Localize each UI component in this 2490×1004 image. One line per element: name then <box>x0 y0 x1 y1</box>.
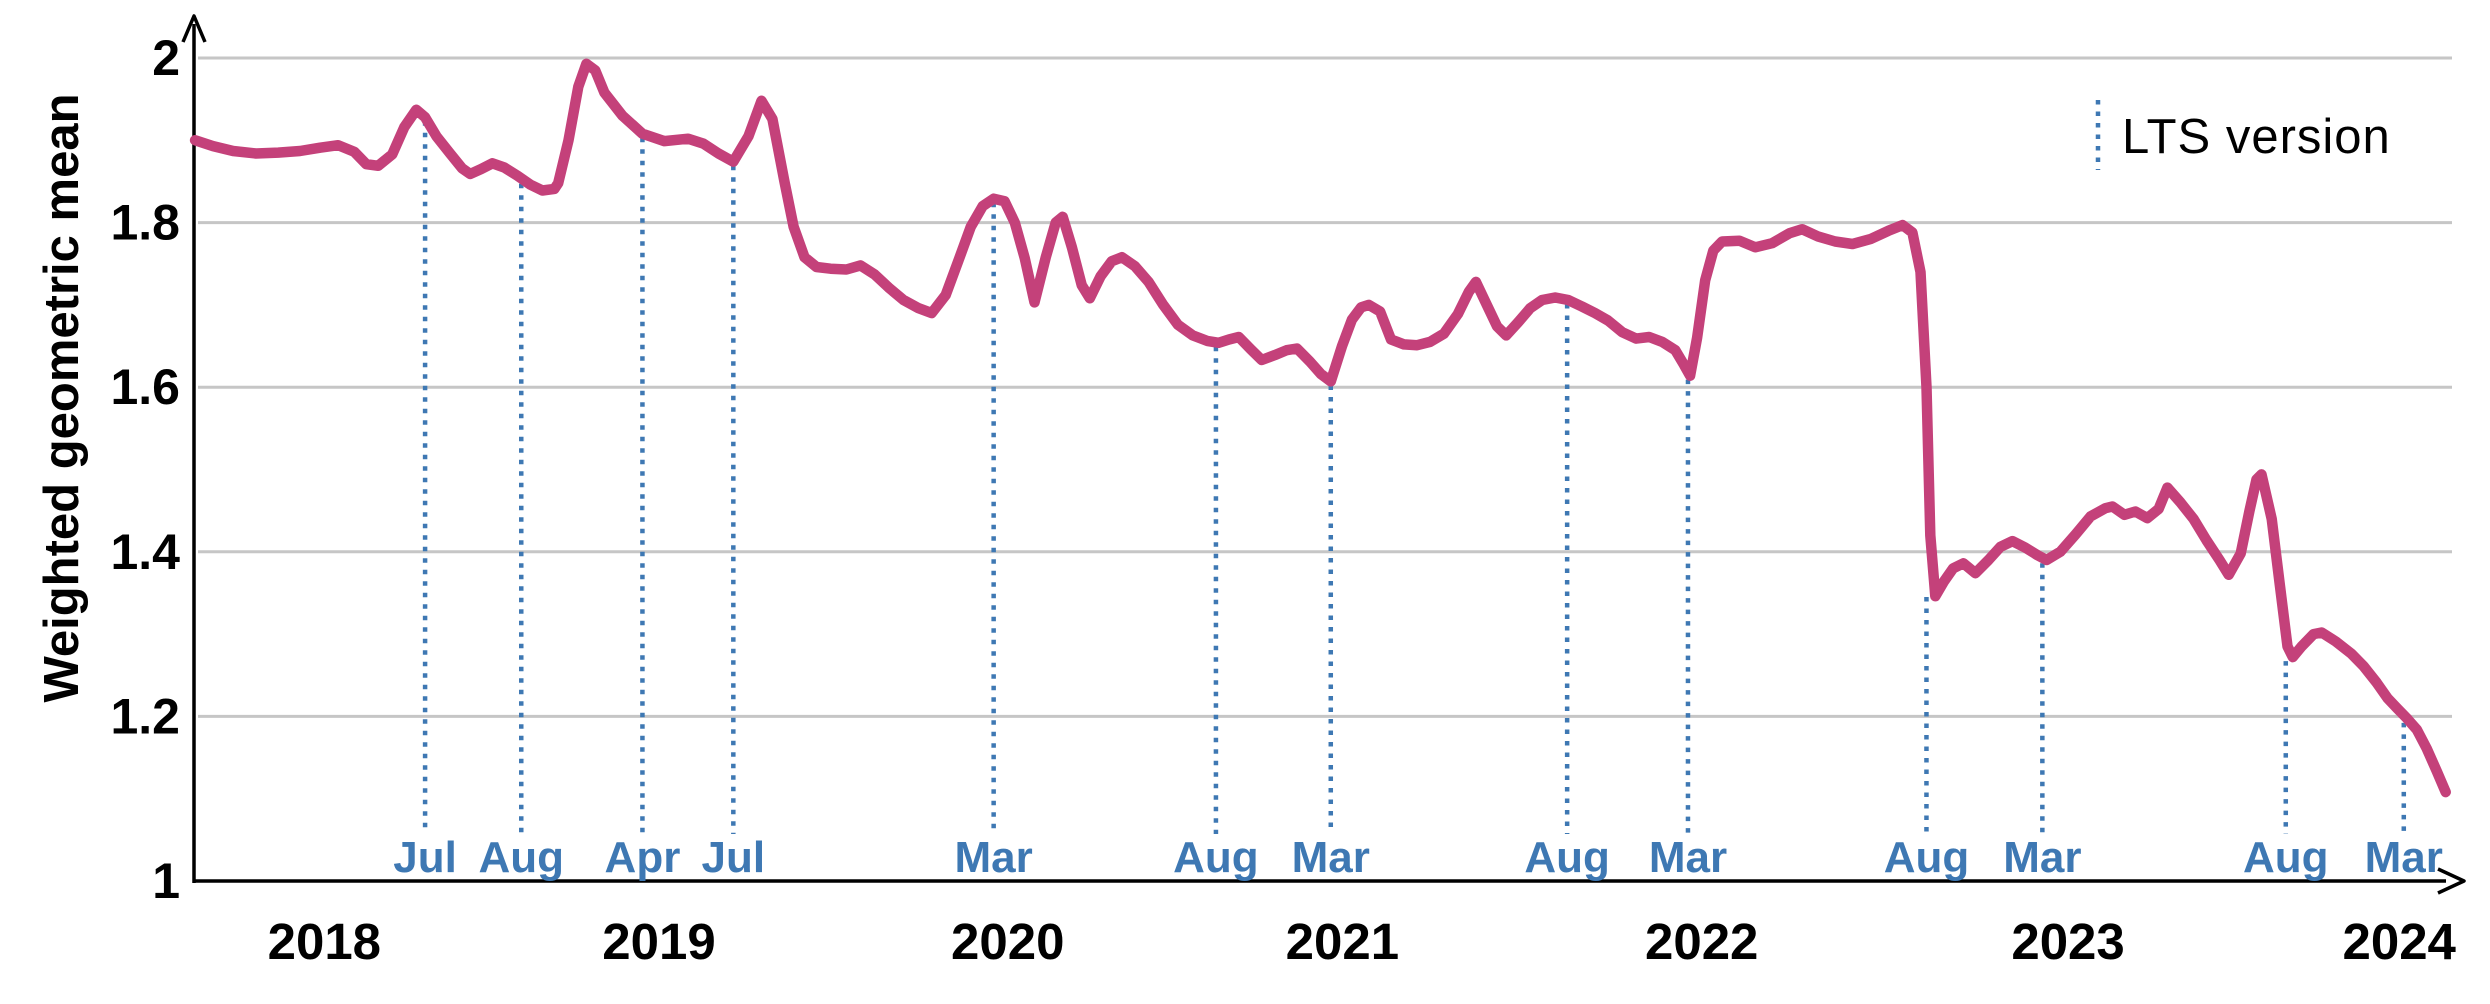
x-tick-labels-group: 2018 2019 2020 2021 2022 2023 2024 <box>268 913 2457 970</box>
trend-line <box>189 58 2451 798</box>
x-tick-label: 2023 <box>2011 913 2124 970</box>
lts-month-label: Aug <box>2243 833 2329 882</box>
y-tick-label: 1.4 <box>110 524 180 580</box>
legend-label: LTS version <box>2122 110 2391 164</box>
lts-month-label: Aug <box>1173 833 1259 882</box>
x-tick-label: 2020 <box>951 913 1064 970</box>
lts-month-label: Aug <box>1524 833 1610 882</box>
x-tick-label: 2024 <box>2342 913 2456 970</box>
x-tick-label: 2022 <box>1645 913 1758 970</box>
lts-month-label: Aug <box>1884 833 1970 882</box>
y-tick-label: 2 <box>152 30 180 86</box>
lts-month-label: Mar <box>2003 833 2081 882</box>
lts-marker-lines-group <box>422 121 2407 834</box>
x-tick-label: 2018 <box>268 913 381 970</box>
lts-month-label: Mar <box>1292 833 1370 882</box>
y-tick-label: 1 <box>152 853 180 909</box>
x-axis-arrow-icon <box>2437 867 2466 895</box>
legend: LTS version <box>2095 100 2391 170</box>
lts-month-label: Aug <box>478 833 564 882</box>
gridlines-group <box>198 56 2452 718</box>
y-axis-title: Weighted geometric mean <box>35 93 89 702</box>
trend-line-group <box>189 58 2451 798</box>
axes-group <box>181 14 2466 895</box>
x-tick-label: 2021 <box>1286 913 1399 970</box>
lts-month-label: Apr <box>605 833 681 882</box>
lts-month-label: Jul <box>393 833 457 882</box>
y-tick-label: 1.2 <box>110 688 180 744</box>
y-tick-label: 1.8 <box>110 195 180 251</box>
y-axis-arrow-icon <box>181 14 207 43</box>
y-tick-label: 1.6 <box>110 359 180 415</box>
lts-month-label: Mar <box>2365 833 2443 882</box>
lts-month-label: Jul <box>702 833 766 882</box>
x-tick-label: 2019 <box>602 913 715 970</box>
lts-month-labels-group: Jul Aug Apr Jul Mar Aug Mar Aug Mar Aug Mar Aug Mar <box>393 833 2443 882</box>
lts-month-label: Mar <box>1649 833 1727 882</box>
y-tick-labels-group: 1 1.2 1.4 1.6 1.8 2 <box>110 30 180 909</box>
lts-month-label: Mar <box>955 833 1033 882</box>
